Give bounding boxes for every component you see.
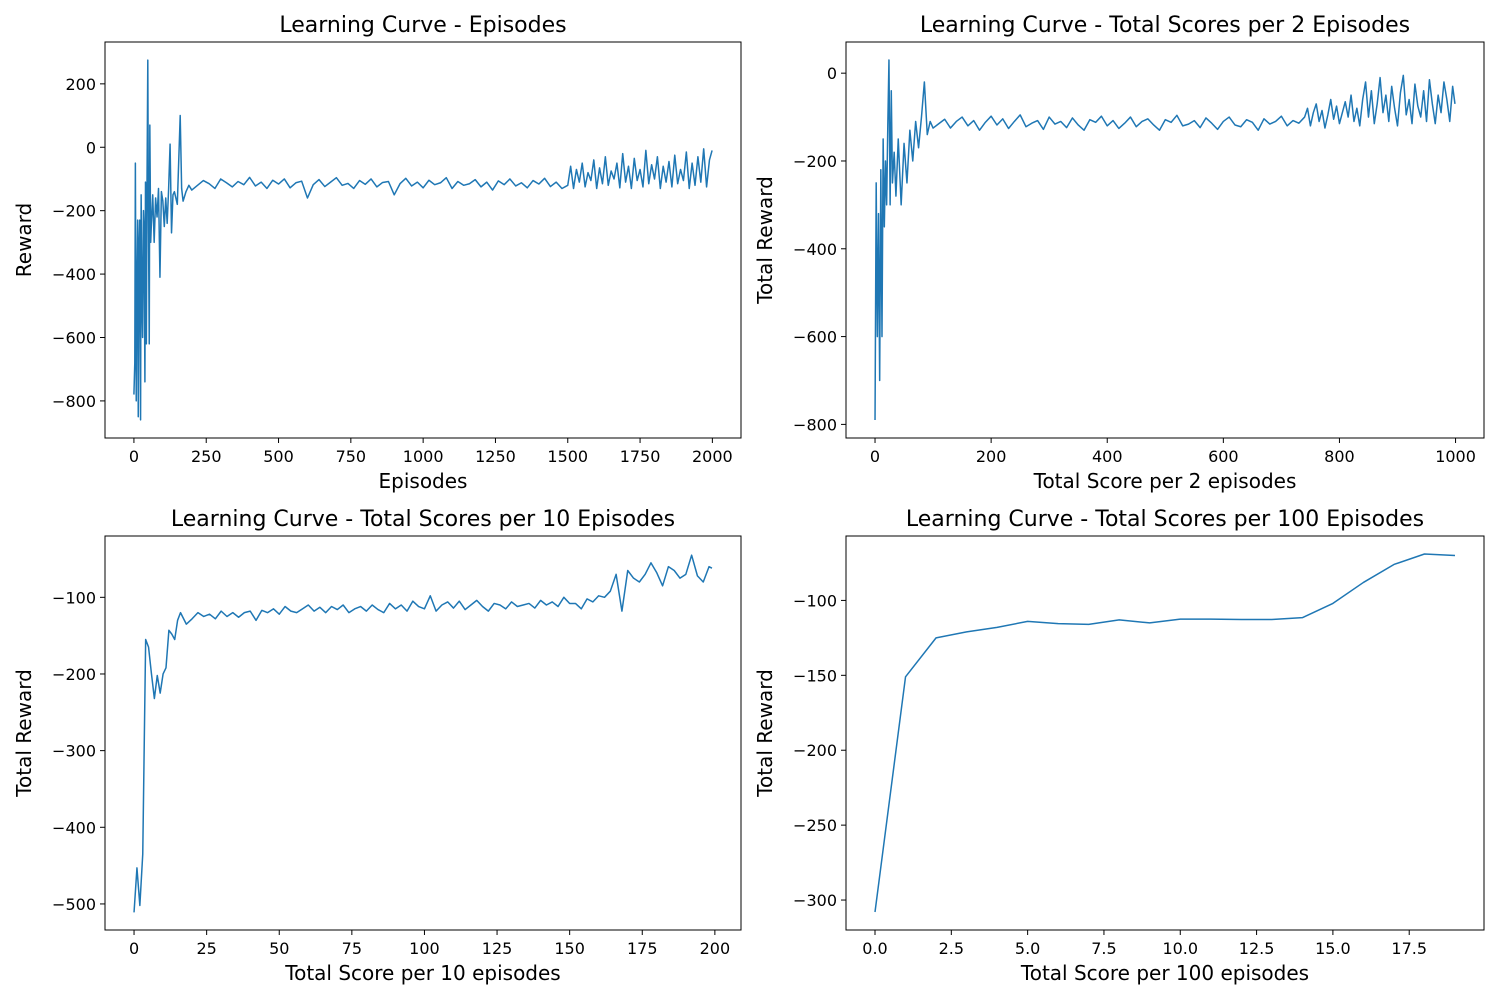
axes-frame <box>104 41 742 439</box>
y-tick-label: 200 <box>65 75 96 94</box>
x-tick-label: 750 <box>336 447 367 466</box>
data-line <box>874 553 1456 913</box>
x-tick-label: 10.0 <box>1162 939 1198 958</box>
x-axis-label: Total Score per 10 episodes <box>284 961 560 985</box>
x-tick-label: 25 <box>196 939 216 958</box>
subplot: Learning Curve - Total Scores per 10 Epi… <box>12 507 742 985</box>
subplot-title: Learning Curve - Total Scores per 2 Epis… <box>920 13 1410 38</box>
x-tick-label: 250 <box>191 447 222 466</box>
data-line <box>133 554 713 913</box>
y-tick-label: −800 <box>793 415 837 434</box>
subplot: Learning Curve - Total Scores per 2 Epis… <box>753 13 1485 493</box>
y-tick-label: −500 <box>52 895 96 914</box>
x-tick-label: 0 <box>870 447 880 466</box>
x-tick-label: 150 <box>554 939 585 958</box>
x-axis-label: Total Score per 2 episodes <box>1033 469 1297 493</box>
subplot-title: Learning Curve - Episodes <box>279 13 566 38</box>
y-tick-label: −300 <box>793 891 837 910</box>
y-tick-label: −200 <box>793 741 837 760</box>
x-tick-label: 600 <box>1208 447 1239 466</box>
y-tick-label: −400 <box>793 240 837 259</box>
x-tick-label: 200 <box>700 939 731 958</box>
y-tick-label: −200 <box>52 202 96 221</box>
y-tick-label: −100 <box>793 591 837 610</box>
x-tick-label: 200 <box>976 447 1007 466</box>
x-tick-label: 1750 <box>620 447 661 466</box>
subplot: Learning Curve - Total Scores per 100 Ep… <box>753 507 1485 985</box>
x-tick-label: 175 <box>627 939 658 958</box>
x-tick-label: 75 <box>342 939 362 958</box>
x-tick-label: 0 <box>129 447 139 466</box>
subplot-title: Learning Curve - Total Scores per 100 Ep… <box>906 507 1424 532</box>
y-axis-label: Total Reward <box>12 669 36 798</box>
y-tick-label: −200 <box>52 665 96 684</box>
x-tick-label: 800 <box>1324 447 1355 466</box>
x-tick-label: 100 <box>409 939 440 958</box>
data-line <box>874 59 1456 421</box>
x-tick-label: 1250 <box>475 447 516 466</box>
subplot: Learning Curve - Episodes Episodes Reward 0… <box>12 13 742 493</box>
x-tick-label: 0.0 <box>862 939 887 958</box>
y-axis-label: Reward <box>12 203 36 277</box>
y-tick-label: −200 <box>793 152 837 171</box>
y-tick-label: −250 <box>793 816 837 835</box>
x-tick-label: 1500 <box>547 447 588 466</box>
x-tick-label: 2.5 <box>939 939 964 958</box>
x-tick-label: 12.5 <box>1239 939 1275 958</box>
x-tick-label: 400 <box>1092 447 1123 466</box>
y-tick-label: −100 <box>52 588 96 607</box>
x-tick-label: 50 <box>269 939 289 958</box>
x-tick-label: 2000 <box>692 447 733 466</box>
x-tick-label: 500 <box>263 447 294 466</box>
x-tick-label: 125 <box>482 939 513 958</box>
data-line <box>133 59 713 421</box>
x-axis-label: Episodes <box>379 469 468 493</box>
x-axis-label: Total Score per 100 episodes <box>1020 961 1309 985</box>
y-axis-label: Total Reward <box>753 176 777 305</box>
y-tick-label: −600 <box>52 328 96 347</box>
y-tick-label: −400 <box>52 265 96 284</box>
x-tick-label: 1000 <box>1435 447 1476 466</box>
y-tick-label: 0 <box>827 64 837 83</box>
axes-frame <box>104 535 742 931</box>
x-tick-label: 15.0 <box>1315 939 1351 958</box>
x-tick-label: 0 <box>129 939 139 958</box>
axes-frame <box>845 535 1485 931</box>
y-tick-label: −150 <box>793 666 837 685</box>
y-tick-label: −400 <box>52 818 96 837</box>
x-tick-label: 5.0 <box>1015 939 1040 958</box>
x-tick-label: 7.5 <box>1091 939 1116 958</box>
y-tick-label: −300 <box>52 742 96 761</box>
y-axis-label: Total Reward <box>753 669 777 798</box>
x-tick-label: 1000 <box>403 447 444 466</box>
y-tick-label: 0 <box>86 138 96 157</box>
subplot-title: Learning Curve - Total Scores per 10 Epi… <box>171 507 675 532</box>
y-tick-label: −800 <box>52 392 96 411</box>
y-tick-label: −600 <box>793 328 837 347</box>
axes-frame <box>845 41 1485 439</box>
x-tick-label: 17.5 <box>1391 939 1427 958</box>
